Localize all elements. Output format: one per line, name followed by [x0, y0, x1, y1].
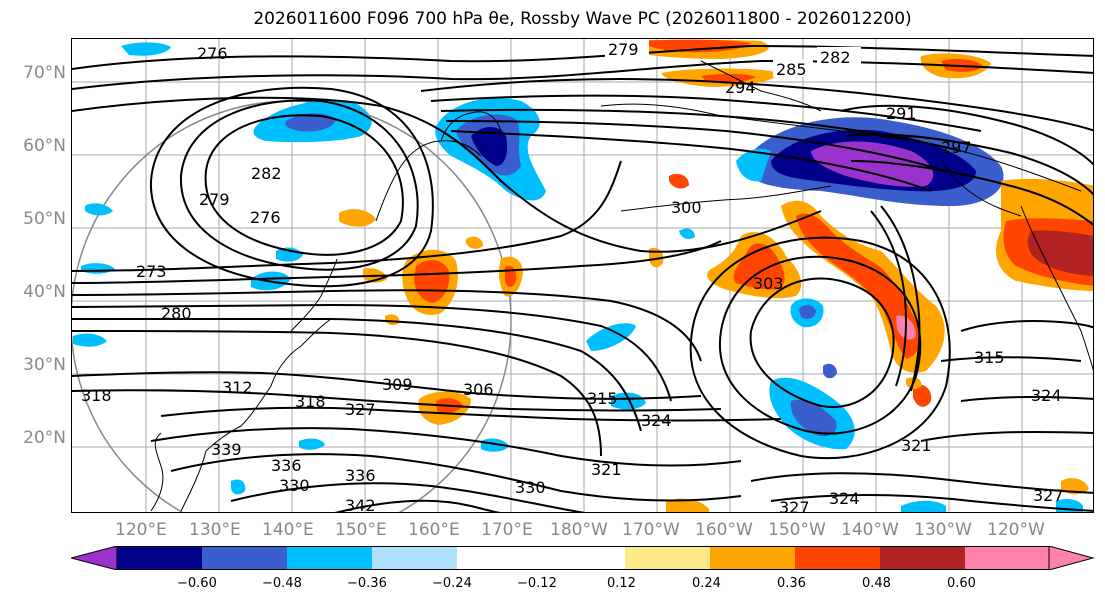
contour-label: 324 [829, 489, 860, 508]
contour-label: 330 [515, 478, 546, 497]
colorbar-tick: 0.36 [777, 576, 806, 591]
lon-label-160e: 160°E [408, 520, 460, 540]
lon-label-130w: 130°W [914, 520, 972, 540]
contour-label: 300 [671, 198, 702, 217]
contour-label: 321 [901, 436, 932, 455]
lat-label-50n: 50°N [23, 209, 66, 229]
colorbar-swatch [965, 546, 1049, 570]
colorbar-tick: 0.60 [947, 576, 976, 591]
contour-label: 336 [345, 466, 376, 485]
lon-label-180w: 180°W [550, 520, 608, 540]
contour-label: 312 [222, 378, 253, 397]
contour-label: 330 [279, 476, 310, 495]
colorbar-swatch [457, 546, 625, 570]
contour-label: 279 [199, 190, 230, 209]
contour-label: 276 [250, 208, 281, 227]
colorbar-tick: 0.12 [607, 576, 636, 591]
lat-label-40n: 40°N [23, 282, 66, 302]
contour-label: 306 [463, 380, 494, 399]
theta-e-contours [72, 44, 1093, 512]
lat-label-70n: 70°N [23, 63, 66, 83]
lon-label-150w: 150°W [768, 520, 826, 540]
plot-title: 2026011600 F096 700 hPa θe, Rossby Wave … [253, 9, 912, 29]
contour-label: 285 [776, 60, 807, 79]
colorbar-tick: 0.24 [692, 576, 721, 591]
lon-label-130e: 130°E [189, 520, 241, 540]
contour-label: 321 [591, 460, 622, 479]
contour-label: 315 [587, 389, 618, 408]
contour-label: 327 [779, 498, 810, 513]
contour-label: 282 [251, 164, 282, 183]
contour-label: 327 [1033, 486, 1064, 505]
contour-label: 273 [136, 262, 167, 281]
contour-label: 342 [345, 496, 376, 513]
contour-label: 276 [197, 44, 228, 63]
colorbar [71, 546, 1095, 570]
contour-label: 282 [820, 48, 851, 67]
colorbar-swatch [117, 546, 202, 570]
contour-label: 318 [81, 386, 112, 405]
contour-label: 280 [161, 304, 192, 323]
lat-label-30n: 30°N [23, 355, 66, 375]
contour-label: 324 [641, 411, 672, 430]
colorbar-swatch [1048, 546, 1095, 570]
contour-label: 297 [941, 138, 972, 157]
colorbar-tick: −0.24 [432, 576, 472, 591]
contour-label: 294 [725, 78, 756, 97]
colorbar-tick: −0.36 [347, 576, 387, 591]
lon-label-120e: 120°E [115, 520, 167, 540]
colorbar-tick: −0.12 [517, 576, 557, 591]
colorbar-swatch [880, 546, 965, 570]
lon-label-140e: 140°E [262, 520, 314, 540]
contour-label: 327 [345, 400, 376, 419]
contour-label: 339 [211, 440, 242, 459]
colorbar-swatch [372, 546, 457, 570]
map-panel: 279 282 285 294 291 297 300 303 315 324 … [71, 38, 1094, 513]
lat-label-60n: 60°N [23, 136, 66, 156]
lon-label-120w: 120°W [987, 520, 1045, 540]
colorbar-tick: −0.48 [262, 576, 302, 591]
contour-label: 303 [753, 274, 784, 293]
map-canvas: 279 282 285 294 291 297 300 303 315 324 … [72, 39, 1093, 513]
colorbar-swatch [202, 546, 287, 570]
colorbar-swatch [71, 546, 118, 570]
lon-label-160w: 160°W [695, 520, 753, 540]
colorbar-tick: −0.60 [177, 576, 217, 591]
contour-label: 336 [271, 456, 302, 475]
lat-label-20n: 20°N [23, 428, 66, 448]
contour-label: 279 [608, 40, 639, 59]
colorbar-tick: 0.48 [862, 576, 891, 591]
colorbar-swatch [710, 546, 795, 570]
lon-label-170w: 170°W [622, 520, 680, 540]
coastlines [150, 60, 1093, 512]
colorbar-swatch [795, 546, 880, 570]
lon-label-150e: 150°E [335, 520, 387, 540]
contour-label: 291 [886, 104, 917, 123]
colorbar-swatch [625, 546, 710, 570]
contour-label: 309 [382, 375, 413, 394]
contour-label-layer: 279 282 285 294 291 297 300 303 315 324 … [81, 39, 1064, 513]
colorbar-swatch [287, 546, 372, 570]
colorbar-outline [116, 546, 1050, 570]
lon-label-170e: 170°E [481, 520, 533, 540]
lon-label-140w: 140°W [841, 520, 899, 540]
anomaly-shading [73, 39, 1093, 512]
contour-label: 315 [974, 348, 1005, 367]
contour-label: 324 [1031, 386, 1062, 405]
contour-label: 318 [295, 392, 326, 411]
